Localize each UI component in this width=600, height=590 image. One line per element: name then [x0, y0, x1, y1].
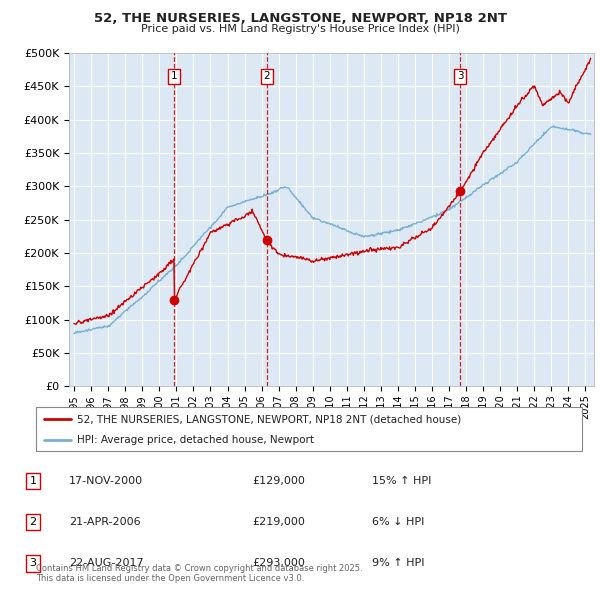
- Text: HPI: Average price, detached house, Newport: HPI: Average price, detached house, Newp…: [77, 435, 314, 445]
- Text: 52, THE NURSERIES, LANGSTONE, NEWPORT, NP18 2NT (detached house): 52, THE NURSERIES, LANGSTONE, NEWPORT, N…: [77, 415, 461, 424]
- Text: 3: 3: [457, 71, 463, 81]
- Text: £129,000: £129,000: [252, 476, 305, 486]
- Text: 22-AUG-2017: 22-AUG-2017: [69, 559, 143, 568]
- FancyBboxPatch shape: [36, 407, 582, 451]
- Text: 6% ↓ HPI: 6% ↓ HPI: [372, 517, 424, 527]
- Text: 2: 2: [29, 517, 37, 527]
- Text: Contains HM Land Registry data © Crown copyright and database right 2025.
This d: Contains HM Land Registry data © Crown c…: [36, 563, 362, 583]
- Text: 2: 2: [263, 71, 270, 81]
- Text: 9% ↑ HPI: 9% ↑ HPI: [372, 559, 425, 568]
- Text: 3: 3: [29, 559, 37, 568]
- Text: 15% ↑ HPI: 15% ↑ HPI: [372, 476, 431, 486]
- Text: 17-NOV-2000: 17-NOV-2000: [69, 476, 143, 486]
- Text: Price paid vs. HM Land Registry's House Price Index (HPI): Price paid vs. HM Land Registry's House …: [140, 24, 460, 34]
- Text: 52, THE NURSERIES, LANGSTONE, NEWPORT, NP18 2NT: 52, THE NURSERIES, LANGSTONE, NEWPORT, N…: [94, 12, 506, 25]
- Text: 1: 1: [171, 71, 178, 81]
- Text: 1: 1: [29, 476, 37, 486]
- Text: 21-APR-2006: 21-APR-2006: [69, 517, 140, 527]
- Text: £293,000: £293,000: [252, 559, 305, 568]
- Text: £219,000: £219,000: [252, 517, 305, 527]
